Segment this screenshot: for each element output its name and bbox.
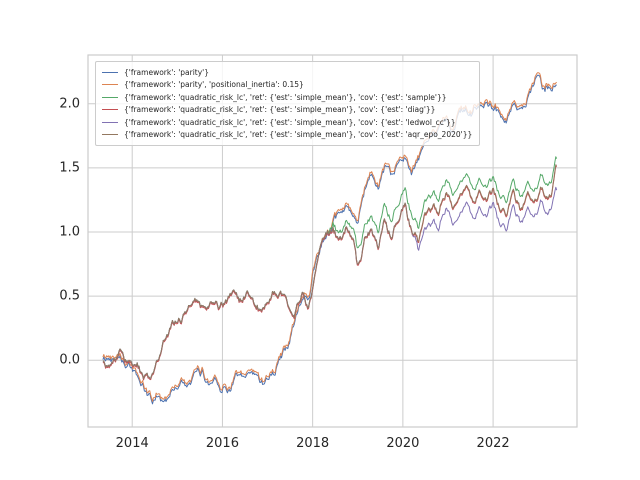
legend-line-swatch: [102, 134, 118, 136]
y-tick-label: 1.5: [59, 160, 80, 176]
x-tick-label: 2020: [386, 436, 420, 451]
legend-line-swatch: [102, 96, 118, 98]
x-tick-label: 2018: [296, 436, 330, 451]
legend-item-parity-inertia: {'framework': 'parity', 'positional_iner…: [102, 79, 472, 92]
legend-item-quadratic-ledwol: {'framework': 'quadratic_risk_lc', 'ret'…: [102, 116, 472, 129]
y-tick-label: 1.0: [59, 224, 80, 240]
legend-line-swatch: [102, 84, 118, 86]
x-tick-label: 2016: [205, 436, 239, 451]
legend-item-parity: {'framework': 'parity'}: [102, 66, 472, 79]
legend-line-swatch: [102, 109, 118, 111]
legend-line-swatch: [102, 71, 118, 73]
x-tick-label: 2014: [115, 436, 149, 451]
x-tick-label: 2022: [476, 436, 510, 451]
legend-item-label: {'framework': 'parity'}: [124, 67, 209, 77]
legend-item-quadratic-aqr-epo: {'framework': 'quadratic_risk_lc', 'ret'…: [102, 129, 472, 142]
legend-item-label: {'framework': 'quadratic_risk_lc', 'ret'…: [124, 130, 473, 140]
legend-item-label: {'framework': 'quadratic_risk_lc', 'ret'…: [124, 105, 436, 115]
legend-item-label: {'framework': 'quadratic_risk_lc', 'ret'…: [124, 92, 447, 102]
legend-item-label: {'framework': 'quadratic_risk_lc', 'ret'…: [124, 117, 456, 127]
legend-line-swatch: [102, 121, 118, 123]
legend-item-quadratic-sample: {'framework': 'quadratic_risk_lc', 'ret'…: [102, 91, 472, 104]
legend: {'framework': 'parity'} {'framework': 'p…: [95, 61, 481, 146]
y-tick-label: 2.0: [59, 96, 80, 112]
y-tick-label: 0.0: [59, 352, 80, 368]
y-tick-label: 0.5: [59, 288, 80, 304]
legend-item-label: {'framework': 'parity', 'positional_iner…: [124, 80, 304, 90]
legend-item-quadratic-diag: {'framework': 'quadratic_risk_lc', 'ret'…: [102, 104, 472, 117]
